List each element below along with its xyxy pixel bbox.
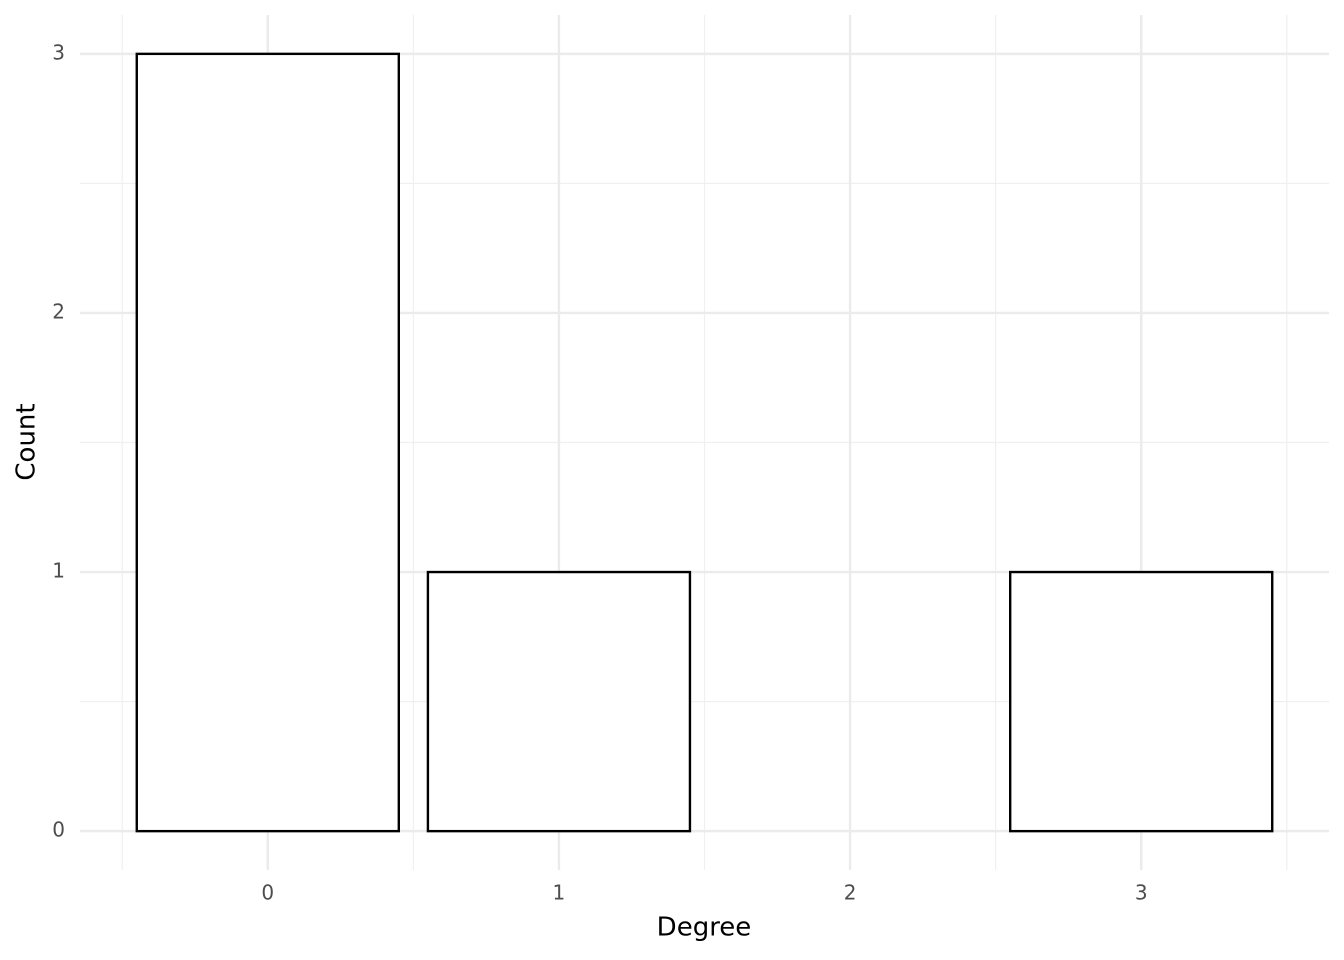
x-tick-label: 1 [553, 881, 566, 905]
x-tick-label: 0 [261, 881, 274, 905]
y-tick-label: 1 [52, 559, 65, 583]
y-tick-label: 2 [52, 299, 65, 323]
x-tick-label: 2 [844, 881, 857, 905]
y-axis-title: Count [12, 403, 42, 480]
y-tick-label: 0 [52, 818, 65, 842]
marks [135, 52, 1274, 833]
bar [426, 570, 692, 833]
y-tick-label: 3 [52, 40, 65, 64]
bar [135, 52, 401, 833]
x-axis-title: Degree [657, 913, 752, 943]
bar [1008, 570, 1274, 833]
x-tick-label: 3 [1135, 881, 1148, 905]
